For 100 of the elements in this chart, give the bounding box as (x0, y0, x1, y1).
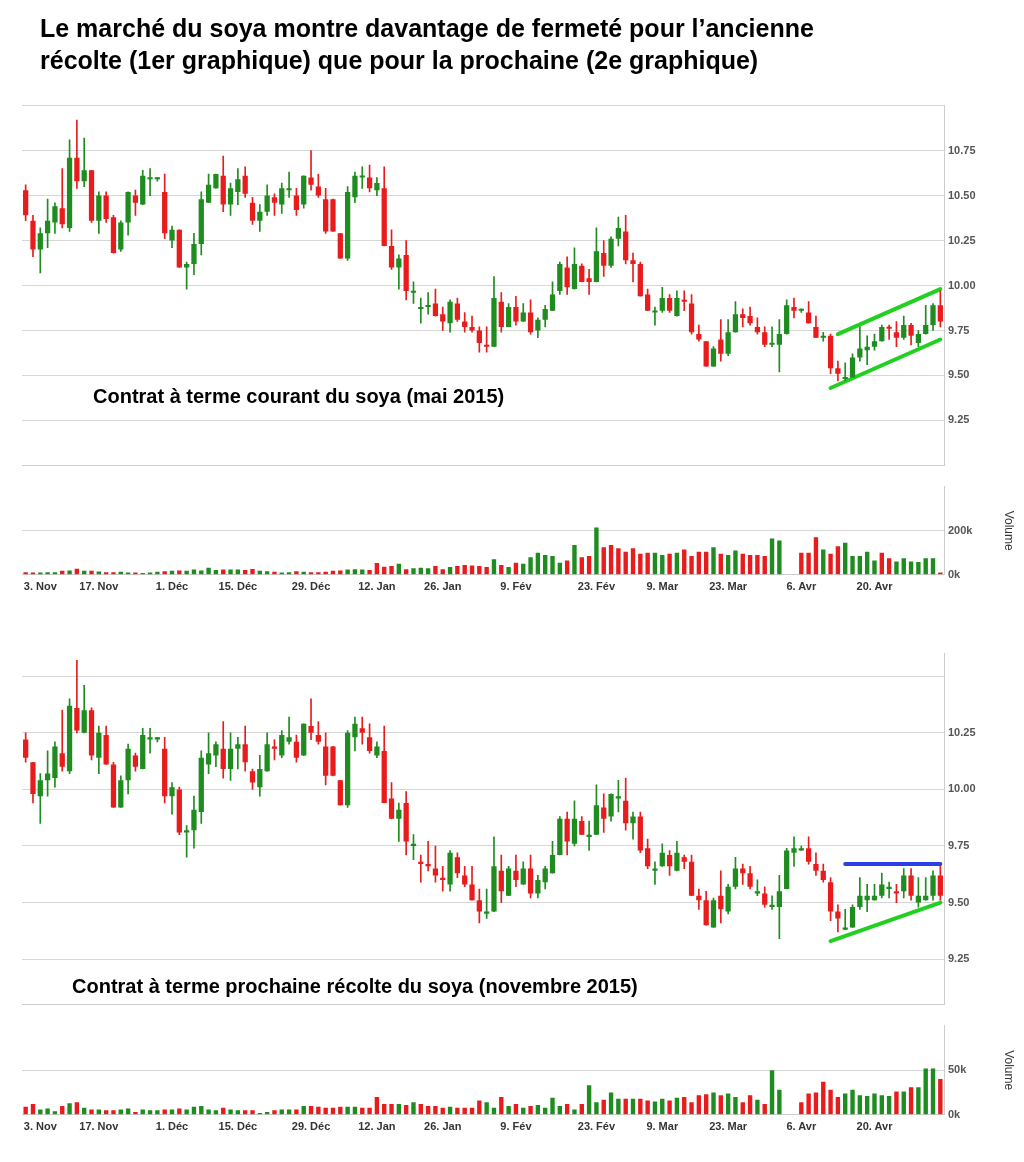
candlestick (652, 306, 658, 326)
bar (433, 1105, 438, 1115)
bar (169, 1109, 175, 1115)
candlestick (469, 315, 475, 333)
bar (601, 547, 606, 575)
bar (762, 556, 767, 575)
bar (118, 1109, 123, 1115)
bar (769, 1070, 775, 1115)
bar (894, 561, 899, 575)
bar (162, 571, 167, 575)
y-tick-label: 9.25 (948, 952, 970, 965)
candlestick (235, 737, 241, 770)
bar (338, 570, 343, 575)
bar (403, 569, 409, 575)
x-tick-label: 20. Avr (856, 1120, 894, 1133)
bar (38, 1109, 43, 1115)
y-tick-label: 0k (948, 1107, 962, 1120)
bar (572, 1109, 577, 1115)
bar (250, 1110, 255, 1115)
bar (155, 1110, 160, 1115)
bar (89, 570, 94, 575)
bar (45, 572, 50, 575)
bar (608, 545, 614, 575)
bar (484, 1102, 489, 1115)
candlestick (886, 881, 892, 899)
x-tick-label: 17. Nov (79, 580, 120, 593)
bar (755, 1099, 760, 1115)
bar (213, 1110, 219, 1115)
bar (484, 567, 489, 575)
bar (228, 1109, 233, 1115)
bar (652, 1101, 658, 1115)
bar (711, 1092, 716, 1115)
candlestick (681, 290, 687, 312)
bar (733, 1096, 738, 1115)
bar (682, 549, 687, 575)
y-tick-label: 9.75 (948, 839, 970, 852)
bar (45, 1108, 50, 1115)
bar (616, 1098, 621, 1115)
bar (242, 1110, 248, 1115)
bar (923, 1068, 928, 1115)
bar (338, 1106, 343, 1115)
bar (199, 570, 204, 575)
y-tick-label: 10.25 (948, 233, 976, 246)
bar (689, 1102, 694, 1115)
bar (528, 557, 533, 575)
candlestick (740, 308, 746, 328)
annotation: Contrat à terme courant du soya (mai 2015) (93, 385, 505, 408)
bar (850, 556, 855, 575)
bar (162, 1109, 167, 1115)
y-tick-label: 200k (948, 523, 974, 536)
bar (908, 1087, 914, 1115)
bar (264, 571, 270, 575)
bar (23, 572, 28, 575)
bar (916, 562, 921, 575)
bar (272, 1110, 277, 1115)
candlestick (418, 297, 424, 324)
bar (623, 1098, 628, 1115)
candlestick (286, 716, 292, 745)
bar (938, 1079, 943, 1115)
bar (718, 1095, 724, 1115)
bar (155, 571, 160, 575)
y-tick-label: 0k (948, 567, 962, 580)
bar (740, 1102, 745, 1115)
bar (433, 565, 438, 575)
bar (477, 565, 482, 575)
candlestick (791, 297, 797, 319)
bar (689, 556, 694, 575)
bar (638, 1098, 643, 1115)
x-tick-label: 23. Fév (577, 1120, 616, 1133)
bar (901, 558, 906, 575)
candlestick (396, 802, 402, 842)
bar (206, 567, 211, 575)
bar (345, 1106, 350, 1115)
bar (594, 1102, 599, 1115)
bar (96, 1109, 102, 1115)
bar (550, 556, 555, 575)
bar (323, 571, 328, 575)
bar (843, 542, 848, 575)
bar (67, 570, 72, 575)
bar (177, 1108, 182, 1115)
bar (147, 1110, 153, 1115)
candlestick (359, 166, 365, 189)
x-tick-label: 9. Mar (646, 1120, 679, 1133)
y-tick-label: 10.00 (948, 278, 976, 291)
bar (930, 558, 936, 575)
bar (506, 567, 511, 575)
bar (389, 1104, 394, 1115)
bar (455, 1107, 460, 1115)
bar (528, 1105, 533, 1115)
bar (279, 1109, 284, 1115)
bar (872, 1093, 877, 1115)
bar (572, 545, 577, 575)
y-tick-label: 10.00 (948, 782, 976, 795)
x-tick-label: 23. Fév (577, 580, 616, 593)
y-tick-label: 9.50 (948, 368, 970, 381)
candlestick (835, 904, 841, 933)
bar (879, 1095, 884, 1115)
x-tick-label: 1. Déc (155, 1120, 189, 1133)
bar (103, 1110, 109, 1115)
bar (316, 572, 321, 575)
